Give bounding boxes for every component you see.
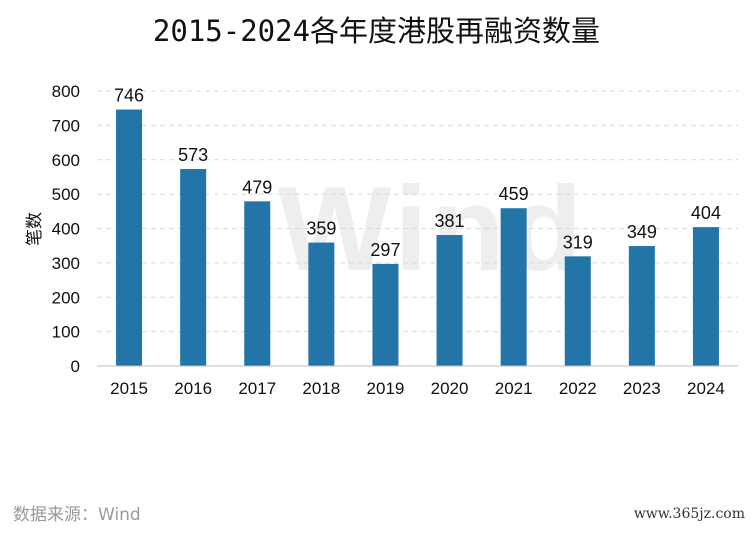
bar-2024 bbox=[692, 227, 719, 366]
x-tick-label-2016: 2016 bbox=[174, 379, 212, 398]
data-label-2016: 573 bbox=[178, 145, 208, 165]
site-url: www.365jz.com bbox=[633, 506, 745, 522]
x-tick-label-2015: 2015 bbox=[110, 379, 148, 398]
data-label-2015: 746 bbox=[114, 86, 144, 106]
x-tick-label-2021: 2021 bbox=[495, 379, 533, 398]
y-tick-label: 200 bbox=[52, 288, 80, 307]
bar-2016 bbox=[180, 169, 207, 366]
y-tick-label: 300 bbox=[52, 254, 80, 273]
data-label-2017: 479 bbox=[242, 177, 272, 197]
x-tick-label-2018: 2018 bbox=[302, 379, 340, 398]
y-tick-label: 800 bbox=[52, 82, 80, 101]
y-axis-title: 笔数 bbox=[25, 212, 45, 246]
bar-2015 bbox=[116, 109, 143, 366]
data-label-2024: 404 bbox=[691, 203, 721, 223]
x-tick-label-2022: 2022 bbox=[559, 379, 597, 398]
bar-2020 bbox=[436, 235, 463, 366]
bars: 746 573 479 359 297 381 459 319 349 404 bbox=[114, 86, 721, 366]
x-tick-label-2019: 2019 bbox=[367, 379, 405, 398]
bar-2019 bbox=[372, 263, 399, 366]
data-label-2022: 319 bbox=[563, 232, 593, 252]
y-tick-label: 400 bbox=[52, 220, 80, 239]
x-tick-label-2017: 2017 bbox=[238, 379, 276, 398]
chart-title: 2015-2024各年度港股再融资数量 bbox=[152, 14, 601, 48]
source-note: 数据来源：Wind bbox=[13, 505, 141, 525]
x-tick-label-2023: 2023 bbox=[623, 379, 661, 398]
x-tick-label-2020: 2020 bbox=[431, 379, 469, 398]
x-tick-label-2024: 2024 bbox=[687, 379, 725, 398]
bar-2017 bbox=[244, 201, 271, 366]
data-label-2018: 359 bbox=[306, 219, 336, 239]
bar-2022 bbox=[564, 256, 591, 366]
y-tick-label: 700 bbox=[52, 116, 80, 135]
y-tick-label: 100 bbox=[52, 323, 80, 342]
data-label-2019: 297 bbox=[370, 240, 400, 260]
y-tick-label: 600 bbox=[52, 151, 80, 170]
bar-2023 bbox=[628, 246, 655, 366]
bar-2021 bbox=[500, 208, 527, 366]
data-label-2020: 381 bbox=[435, 211, 465, 231]
data-label-2023: 349 bbox=[627, 222, 657, 242]
y-tick-label: 0 bbox=[71, 357, 80, 376]
axes: 0 100 200 300 400 500 600 700 800 2015 2016 2017 201… bbox=[52, 82, 738, 398]
bar-2018 bbox=[308, 242, 335, 366]
data-label-2021: 459 bbox=[499, 184, 529, 204]
y-tick-label: 500 bbox=[52, 185, 80, 204]
